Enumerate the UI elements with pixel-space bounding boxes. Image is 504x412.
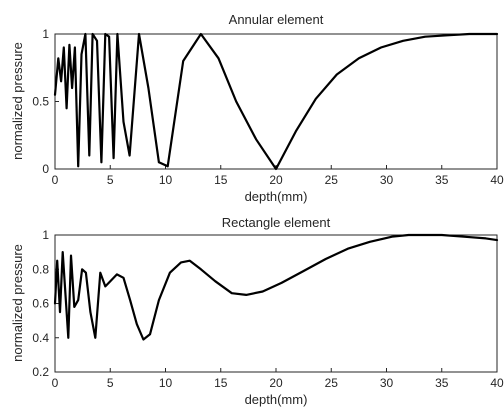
rectangle-x-tick-label: 15: [214, 376, 228, 390]
rectangle-x-tick-label: 35: [435, 376, 449, 390]
annular-x-tick-label: 30: [380, 173, 394, 187]
rectangle-x-tick-label: 40: [490, 376, 504, 390]
annular-x-axis-label: depth(mm): [245, 189, 308, 204]
rectangle-chart-title: Rectangle element: [222, 215, 331, 230]
annular-pressure-line: [53, 32, 499, 171]
annular-x-tick-label: 5: [107, 173, 114, 187]
rectangle-x-tick-label: 25: [325, 376, 339, 390]
annular-y-tick-label: 0.5: [32, 95, 49, 109]
annular-y-axis-label: normalized pressure: [10, 42, 25, 160]
rectangle-pressure-line: [53, 233, 499, 341]
annular-x-tick-label: 35: [435, 173, 449, 187]
rectangle-y-ticks: 0.2 0.4 0.6 0.8 1: [32, 228, 59, 379]
rectangle-x-tick-label: 10: [159, 376, 173, 390]
annular-chart: Annular element 0 5 10 15 20 25 30 35 40 00.51 d…: [10, 12, 504, 204]
rectangle-x-axis-label: depth(mm): [245, 392, 308, 407]
rectangle-chart: Rectangle element 0 5 10 15 20 25 30 35 40 0.20.…: [10, 215, 504, 407]
annular-x-tick-label: 20: [269, 173, 283, 187]
annular-x-tick-label: 10: [159, 173, 173, 187]
rectangle-x-ticks: 0 5 10 15 20 25 30 35 40: [52, 368, 504, 390]
annular-x-tick-label: 40: [490, 173, 504, 187]
annular-x-tick-label: 0: [52, 173, 59, 187]
rectangle-plot-area: [54, 234, 498, 373]
annular-y-tick-label: 0: [42, 162, 49, 176]
rectangle-x-tick-label: 0: [52, 376, 59, 390]
rectangle-x-tick-label: 5: [107, 376, 114, 390]
annular-x-tick-label: 15: [214, 173, 228, 187]
rectangle-y-tick-label: 0.6: [32, 297, 49, 311]
rectangle-x-tick-label: 30: [380, 376, 394, 390]
rectangle-y-tick-label: 0.8: [32, 262, 49, 276]
rectangle-y-tick-label: 0.2: [32, 365, 49, 379]
annular-x-ticks: 0 5 10 15 20 25 30 35 40: [52, 165, 504, 187]
annular-x-tick-label: 25: [325, 173, 339, 187]
annular-chart-title: Annular element: [229, 12, 324, 27]
rectangle-y-axis-label: normalized pressure: [10, 244, 25, 362]
annular-y-ticks: 00.51: [32, 27, 59, 176]
annular-y-tick-label: 1: [42, 27, 49, 41]
rectangle-x-tick-label: 20: [269, 376, 283, 390]
rectangle-y-tick-label: 0.4: [32, 331, 49, 345]
rectangle-y-tick-label: 1: [42, 228, 49, 242]
